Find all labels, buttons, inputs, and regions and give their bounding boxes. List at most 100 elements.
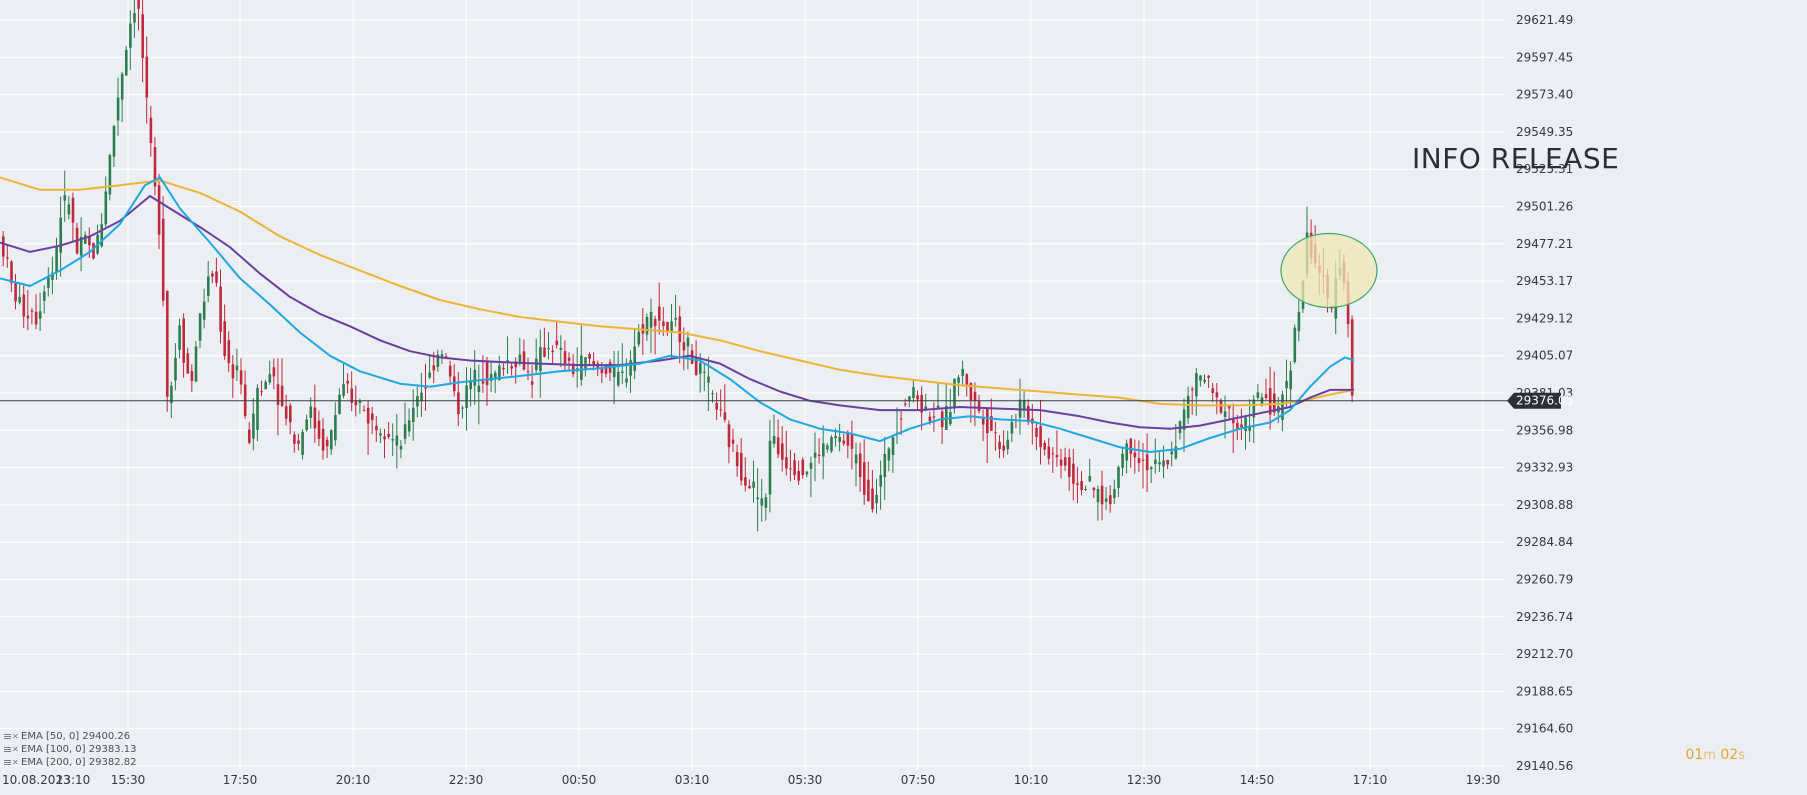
candle-up (633, 346, 636, 371)
candle-down (149, 117, 153, 143)
candle-up (1006, 439, 1010, 450)
candle-up (498, 365, 501, 381)
candle-down (293, 434, 296, 444)
candle-up (1096, 489, 1100, 503)
indicator-settings-icon[interactable] (4, 730, 19, 743)
candle-up (830, 437, 833, 452)
candle-up (407, 420, 411, 432)
candle-down (781, 443, 784, 460)
candle-down (239, 370, 243, 385)
candle-down (994, 432, 997, 434)
candle-down (588, 353, 591, 359)
candle-down (182, 318, 185, 363)
candle-down (986, 408, 989, 434)
candle-up (752, 481, 755, 488)
candle-down (526, 371, 530, 373)
candle-up (649, 311, 653, 328)
candle-down (354, 401, 358, 406)
candle-down (22, 294, 26, 317)
legend-item-ema-200[interactable]: EMA [200, 0] 29382.82 (4, 756, 136, 769)
candle-down (1264, 394, 1268, 399)
legend-item-ema-100[interactable]: EMA [100, 0] 29383.13 (4, 743, 136, 756)
candle-down (842, 440, 846, 444)
indicator-settings-icon[interactable] (4, 743, 19, 756)
candle-up (936, 405, 940, 408)
candle-down (141, 14, 144, 58)
candle-down (666, 322, 669, 333)
y-tick-label: 29236.74 (1516, 610, 1573, 624)
candle-down (153, 147, 157, 187)
candle-up (813, 452, 817, 458)
candle-down (867, 479, 870, 502)
candle-down (145, 56, 149, 98)
candle-up (809, 462, 813, 469)
candle-up (170, 385, 173, 404)
candle-up (47, 276, 50, 288)
indicator-settings-icon[interactable] (4, 756, 19, 769)
candle-down (1043, 442, 1046, 450)
candle-up (621, 371, 624, 373)
candle-down (928, 416, 932, 422)
candle-up (1117, 467, 1120, 489)
timer-seconds: 02 (1720, 747, 1739, 763)
candle-down (785, 457, 788, 469)
candle-down (1076, 483, 1079, 485)
candle-up (580, 355, 583, 381)
candle-down (727, 424, 731, 448)
candle-down (1240, 424, 1243, 428)
candle-up (686, 337, 690, 347)
candle-down (678, 316, 682, 343)
candle-down (502, 367, 505, 370)
candle-up (1125, 443, 1128, 461)
candle-down (280, 385, 284, 407)
candle-down (215, 271, 218, 283)
candle-up (912, 387, 915, 399)
y-tick-label: 29597.45 (1516, 50, 1573, 64)
candle-down (1002, 445, 1005, 451)
candle-up (1162, 460, 1165, 467)
x-tick-label: 14:50 (1240, 773, 1275, 787)
candle-down (522, 351, 526, 370)
x-tick-label: 00:50 (562, 773, 597, 787)
candle-down (973, 391, 977, 401)
candle-up (391, 439, 395, 441)
y-tick-label: 29405.07 (1516, 349, 1573, 363)
candle-up (100, 224, 103, 247)
candle-up (420, 392, 423, 402)
candle-up (764, 497, 768, 508)
candle-down (1166, 459, 1169, 465)
x-tick-label: 10.08.2023 (2, 773, 71, 787)
candle-down (916, 395, 919, 400)
candle-down (1129, 438, 1133, 454)
y-tick-label: 29284.84 (1516, 535, 1573, 549)
candle-up (465, 385, 468, 409)
legend-item-ema-50[interactable]: EMA [50, 0] 29400.26 (4, 730, 136, 743)
candle-down (600, 368, 604, 374)
highlight-ellipse (1280, 232, 1378, 309)
y-tick-label: 29164.60 (1516, 722, 1573, 736)
timer-minutes: 01 (1685, 747, 1704, 763)
candle-up (756, 497, 759, 500)
candle-down (1072, 463, 1075, 484)
candle-down (904, 403, 907, 405)
candle-up (235, 365, 239, 371)
candle-down (604, 365, 608, 374)
y-tick-label: 29453.17 (1516, 274, 1573, 288)
candle-up (436, 354, 440, 367)
candle-up (645, 316, 649, 335)
ema-50-line (0, 176, 1355, 453)
candle-down (317, 420, 321, 439)
candle-up (125, 49, 128, 76)
candle-down (186, 353, 190, 374)
candle-up (1154, 459, 1157, 464)
candle-up (637, 331, 641, 345)
x-tick-label: 17:50 (223, 773, 258, 787)
candle-up (178, 325, 181, 350)
candle-up (51, 272, 54, 280)
candle-down (744, 477, 747, 486)
candle-up (711, 393, 714, 395)
candle-up (55, 245, 58, 273)
candle-up (1182, 409, 1186, 430)
